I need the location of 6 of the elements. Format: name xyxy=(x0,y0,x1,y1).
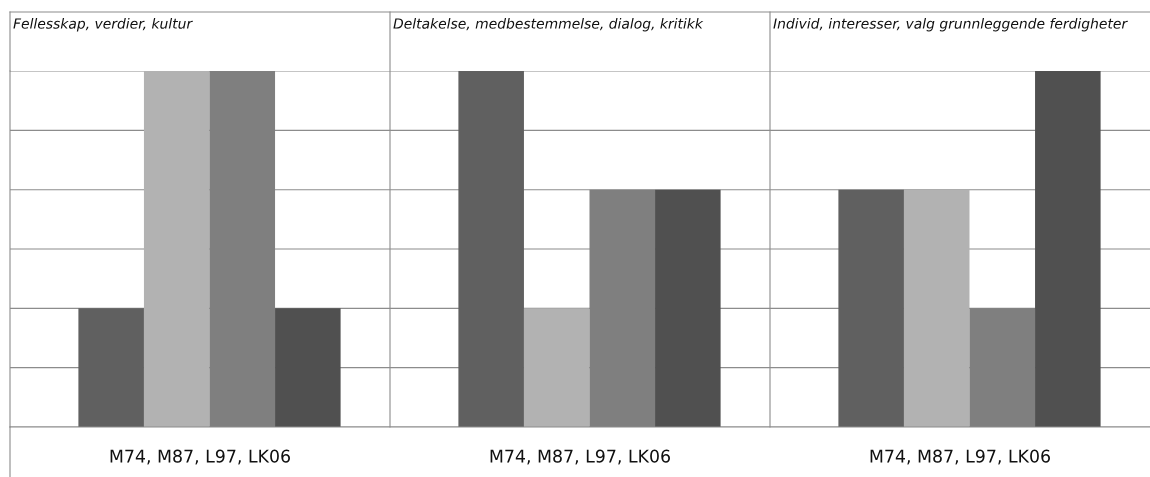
text: Individ, interesser, valg grunnleggende ferdigheter xyxy=(773,18,1128,32)
x-tick-label: M74, M87, L97, LK06 xyxy=(490,449,670,465)
x-tick-label: M74, M87, L97, LK06 xyxy=(110,449,290,465)
text: Fellesskap, verdier, kultur xyxy=(13,18,193,32)
text: Deltakelse, medbestemmelse, dialog, kritikk xyxy=(393,18,704,32)
x-tick-label: M74, M87, L97, LK06 xyxy=(870,449,1050,465)
